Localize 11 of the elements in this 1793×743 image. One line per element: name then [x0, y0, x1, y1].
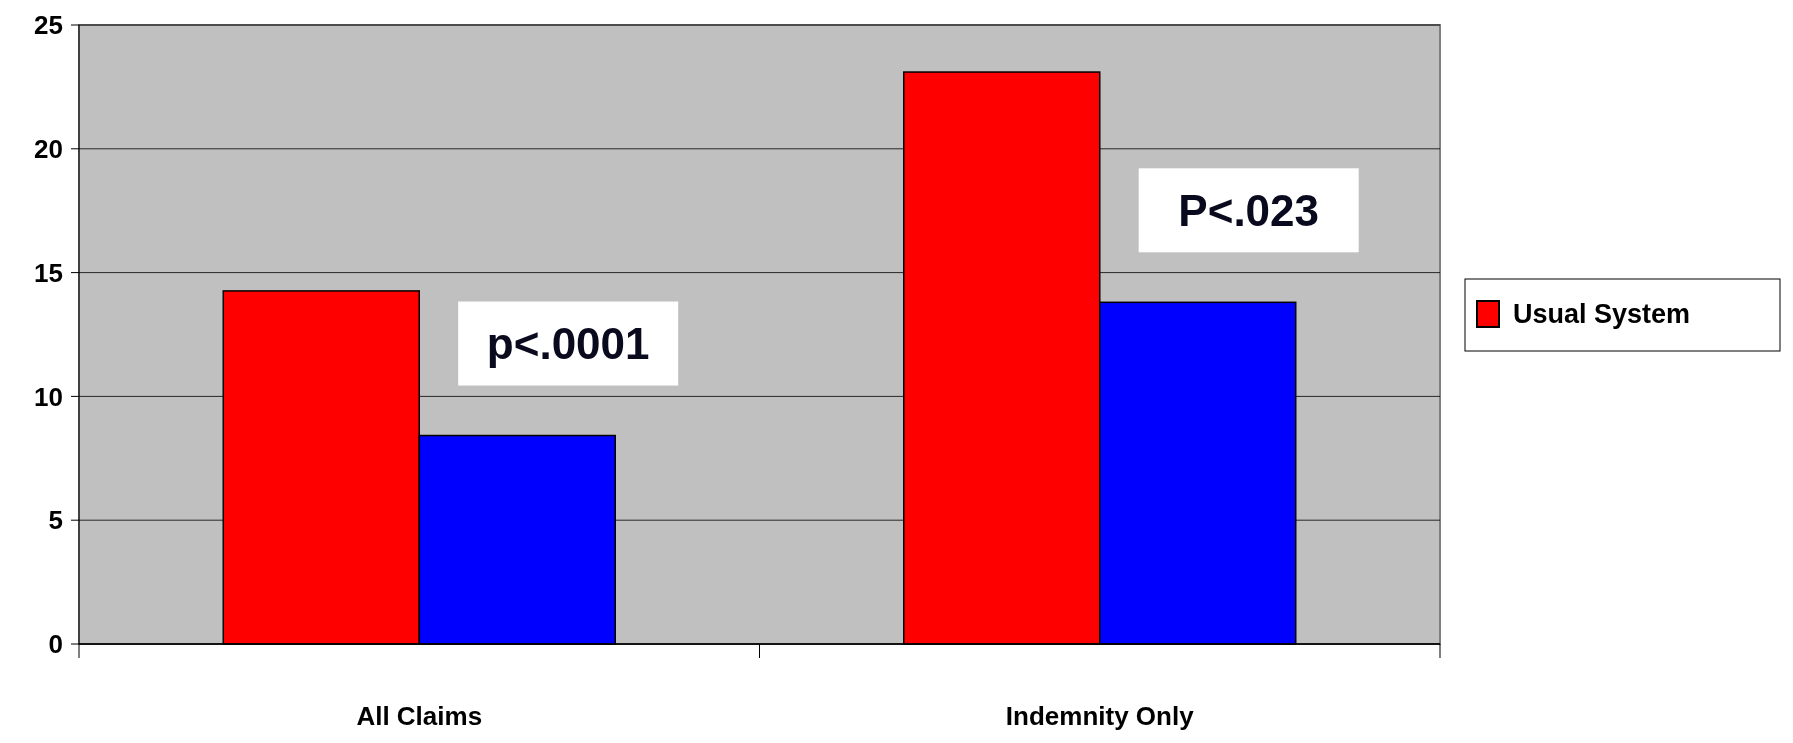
y-tick-label: 15 [34, 257, 63, 288]
x-tick-label: Indemnity Only [1005, 701, 1195, 731]
y-tick-label: 10 [34, 381, 63, 412]
legend-label: Usual System [1513, 299, 1691, 330]
annotation: P<.023 [1178, 185, 1320, 235]
y-tick-label: 0 [48, 629, 63, 660]
y-tick-label: 5 [48, 505, 63, 536]
annotation: p<.0001 [486, 318, 650, 368]
y-tick-label: 20 [34, 133, 63, 164]
x-tick-label: All Claims [356, 701, 483, 731]
y-tick-label: 25 [34, 10, 63, 41]
